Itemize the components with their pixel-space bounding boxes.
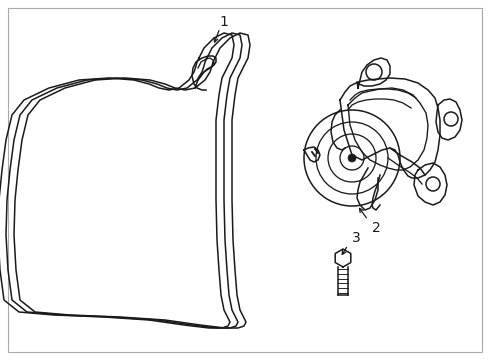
Circle shape xyxy=(348,154,356,162)
Text: 3: 3 xyxy=(352,231,360,245)
Text: 1: 1 xyxy=(220,15,228,29)
Text: 2: 2 xyxy=(371,221,380,235)
